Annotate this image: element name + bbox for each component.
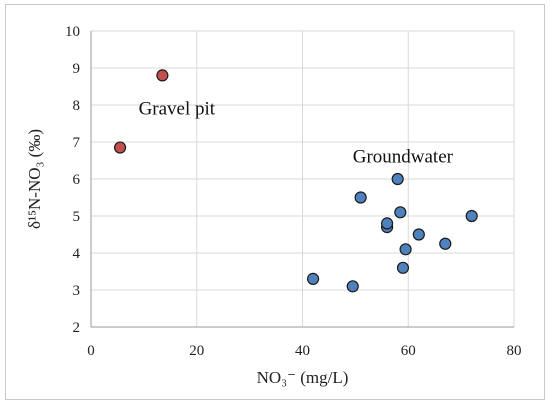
y-tick-label: 3: [73, 283, 81, 299]
axes: [90, 31, 514, 328]
y-tick-label: 6: [73, 172, 81, 188]
y-tick-label: 8: [73, 98, 81, 114]
x-tick-label: 80: [507, 343, 522, 359]
data-point: [399, 243, 412, 256]
chart-frame: [5, 4, 545, 400]
data-point: [439, 237, 452, 250]
data-point: [381, 217, 394, 230]
data-point: [412, 228, 425, 241]
data-point: [391, 172, 404, 186]
x-tick-label: 40: [295, 343, 310, 359]
x-tick-labels: 0 20 40 60 80: [87, 343, 521, 359]
data-points: [113, 69, 478, 293]
y-tick-label: 9: [73, 61, 81, 77]
y-tick-label: 7: [73, 135, 81, 151]
data-point: [394, 206, 407, 219]
y-tick-label: 10: [65, 24, 80, 40]
data-point: [346, 280, 359, 293]
data-point: [396, 261, 410, 274]
data-point: [156, 69, 169, 82]
grid-lines: [91, 30, 515, 327]
annotations: Gravel pit Groundwater: [139, 98, 454, 167]
y-tick-label: 5: [73, 209, 81, 225]
y-axis-title: δ¹⁵N-NO₃ (‰): [25, 129, 44, 229]
annotation-label: Groundwater: [353, 146, 454, 167]
x-tick-label: 20: [189, 343, 204, 359]
annotation-label: Gravel pit: [139, 98, 216, 119]
x-tick-label: 60: [401, 343, 416, 359]
y-tick-label: 4: [73, 246, 81, 262]
x-tick-label: 0: [87, 343, 95, 359]
data-point: [306, 272, 320, 285]
x-axis-title: NO₃⁻ (mg/L): [257, 368, 349, 387]
data-point: [354, 191, 367, 204]
y-tick-labels: 2 3 4 5 6 7 8 9 10: [65, 24, 81, 336]
data-point: [113, 141, 127, 154]
data-point: [465, 209, 478, 223]
y-tick-label: 2: [73, 320, 81, 336]
